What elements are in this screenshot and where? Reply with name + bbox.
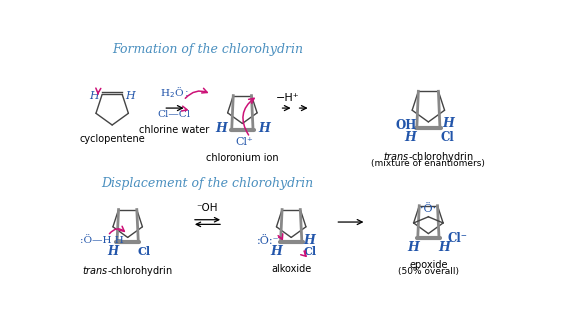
Text: OH: OH xyxy=(395,119,417,131)
Text: $\it{trans}$-chlorohydrin: $\it{trans}$-chlorohydrin xyxy=(82,264,173,278)
Text: H: H xyxy=(407,241,419,254)
Text: alkoxide: alkoxide xyxy=(271,264,311,274)
Text: ⁻OH: ⁻OH xyxy=(197,203,218,213)
Text: H: H xyxy=(107,245,118,258)
Text: cyclopentene: cyclopentene xyxy=(79,134,145,144)
Text: chloronium ion: chloronium ion xyxy=(206,153,279,163)
Text: Displacement of the chlorohydrin: Displacement of the chlorohydrin xyxy=(101,177,313,191)
Text: Formation of the chlorohydrin: Formation of the chlorohydrin xyxy=(112,43,303,56)
Text: Cl: Cl xyxy=(303,246,316,257)
Text: Cl: Cl xyxy=(441,131,455,144)
Text: ·Ö·: ·Ö· xyxy=(420,204,436,214)
Text: H$_2$Ö$:$: H$_2$Ö$:$ xyxy=(160,86,189,100)
Text: H: H xyxy=(90,91,99,101)
Text: (50% overall): (50% overall) xyxy=(398,267,459,277)
Text: Cl—Cl: Cl—Cl xyxy=(158,111,191,119)
Text: $\it{trans}$-chlorohydrin: $\it{trans}$-chlorohydrin xyxy=(383,150,474,164)
Text: Cl: Cl xyxy=(138,246,151,257)
Text: chlorine water: chlorine water xyxy=(139,125,209,135)
Text: H: H xyxy=(405,131,416,144)
Text: :Ö—H H: :Ö—H H xyxy=(80,236,124,245)
Text: epoxide: epoxide xyxy=(409,260,447,270)
Text: −H⁺: −H⁺ xyxy=(275,93,299,103)
Text: H: H xyxy=(125,91,135,101)
Text: :Ö:⁻: :Ö:⁻ xyxy=(257,236,279,246)
Text: H: H xyxy=(443,117,454,130)
Text: Cl⁻: Cl⁻ xyxy=(448,232,468,245)
Text: (mixture of enantiomers): (mixture of enantiomers) xyxy=(371,159,485,168)
Text: H: H xyxy=(304,234,316,247)
Text: Cl⁺: Cl⁺ xyxy=(235,137,253,148)
Text: H: H xyxy=(438,241,450,254)
Text: H: H xyxy=(258,122,270,135)
Text: H: H xyxy=(215,122,227,135)
Text: H: H xyxy=(270,245,282,258)
